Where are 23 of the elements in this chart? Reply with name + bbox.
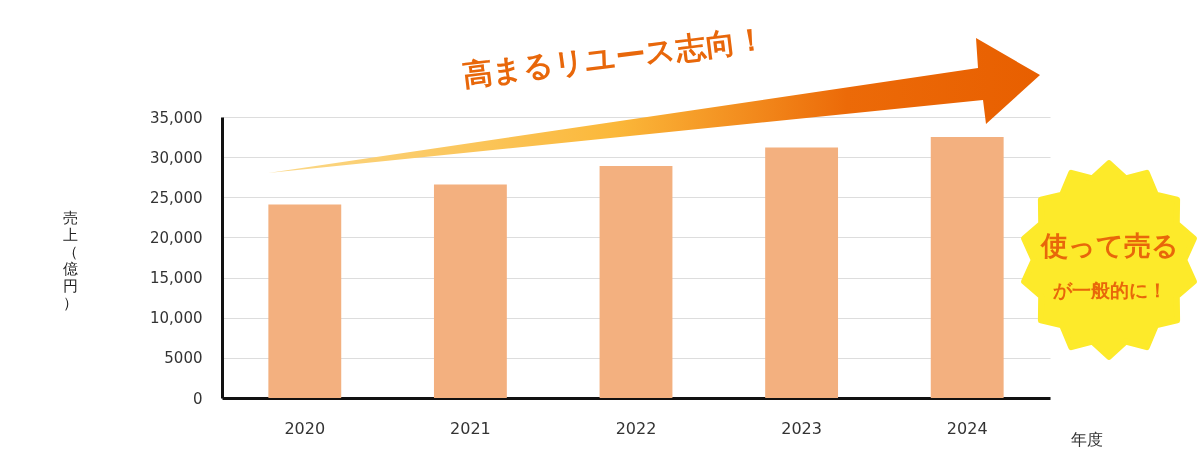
- y-tick-label: 5000: [164, 349, 203, 368]
- bar: [599, 165, 673, 398]
- bar: [433, 184, 507, 398]
- y-tick-label: 20,000: [150, 228, 203, 247]
- x-axis-title: 年度: [1070, 429, 1103, 449]
- x-tick-label: 2021: [450, 418, 491, 438]
- y-tick-label: 0: [192, 389, 203, 408]
- bar: [268, 204, 342, 398]
- text: 高まるリユース志向！: [460, 19, 768, 95]
- x-tick-label: 2020: [284, 418, 326, 438]
- y-tick-label: 10,000: [150, 309, 203, 328]
- annotation: 使って売る: [1039, 229, 1180, 263]
- y-tick-label: 35,000: [150, 108, 203, 127]
- x-tick-label: 2022: [615, 418, 657, 438]
- y-axis-title: 売上（億円）: [61, 209, 79, 312]
- y-tick-label: 25,000: [150, 188, 203, 207]
- y-tick-label: 30,000: [150, 148, 203, 167]
- x-tick-label: 2024: [946, 418, 988, 438]
- text: が一般的に！: [1052, 278, 1168, 303]
- bar: [930, 137, 1004, 398]
- x-tick-label: 2023: [781, 418, 822, 438]
- y-tick-label: 15,000: [150, 269, 203, 288]
- bar: [765, 147, 839, 398]
